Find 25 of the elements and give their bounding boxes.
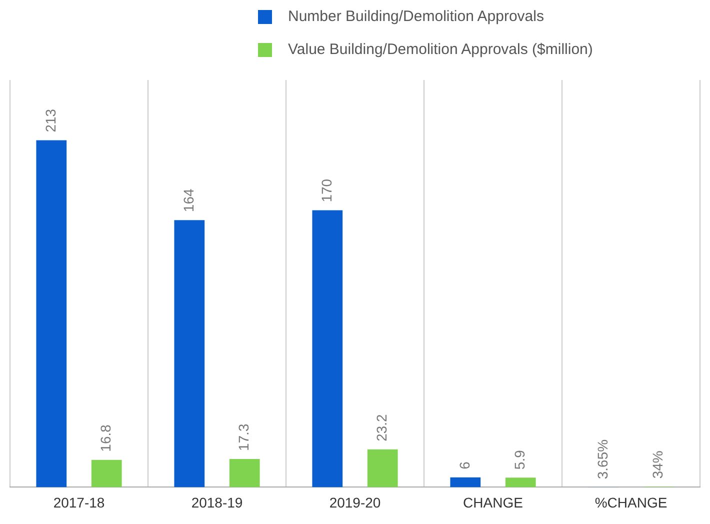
data-label: 6 [456, 461, 472, 470]
legend-label: Value Building/Demolition Approvals ($million) [288, 41, 593, 58]
bar [312, 210, 343, 488]
x-tick-label: 2019-20 [329, 494, 381, 510]
x-tick-label: %CHANGE [594, 494, 668, 510]
bar [36, 140, 67, 488]
legend-label: Number Building/Demolition Approvals [288, 8, 544, 25]
data-label: 164 [180, 188, 196, 212]
x-tick-label: CHANGE [463, 494, 523, 510]
data-label: 23.2 [373, 414, 390, 442]
bar [367, 449, 398, 488]
data-label: 170 [318, 178, 334, 202]
x-tick-label: 2017-18 [53, 494, 105, 510]
data-label: 34% [649, 450, 666, 479]
data-label: 16.8 [97, 424, 114, 452]
x-tick-label: 2018-19 [191, 494, 243, 510]
bar [91, 460, 122, 488]
data-label: 5.9 [511, 450, 528, 470]
data-label: 213 [42, 108, 58, 132]
data-label: 17.3 [235, 424, 252, 452]
bar [505, 478, 536, 488]
bar [229, 459, 260, 488]
bar [174, 220, 205, 488]
data-label: 3.65% [594, 439, 610, 480]
bar [450, 477, 481, 488]
